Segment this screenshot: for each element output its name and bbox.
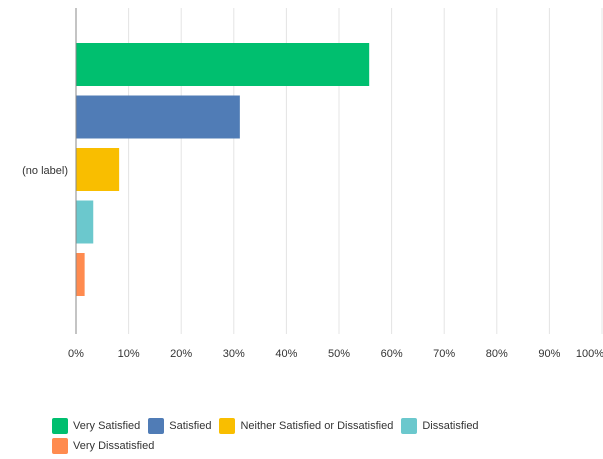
legend-item-neither: Neither Satisfied or Dissatisfied bbox=[219, 418, 393, 434]
x-tick-label: 60% bbox=[381, 348, 403, 360]
category-label: (no label) bbox=[22, 165, 68, 177]
legend-swatch-very-dissatisfied bbox=[52, 438, 68, 454]
legend-label-very-dissatisfied: Very Dissatisfied bbox=[73, 440, 155, 452]
bar-very-dissatisfied[interactable] bbox=[76, 253, 85, 296]
legend-swatch-dissatisfied bbox=[401, 418, 418, 434]
x-tick-label: 50% bbox=[328, 348, 350, 360]
x-tick-label: 80% bbox=[486, 348, 508, 360]
legend: Very Satisfied Satisfied Neither Satisfi… bbox=[52, 416, 603, 456]
legend-swatch-satisfied bbox=[148, 418, 165, 434]
x-tick-label: 70% bbox=[433, 348, 455, 360]
x-tick-label: 90% bbox=[538, 348, 560, 360]
bar-satisfied[interactable] bbox=[76, 95, 240, 139]
legend-label-very-satisfied: Very Satisfied bbox=[73, 420, 141, 432]
x-tick-label: 0% bbox=[68, 348, 84, 360]
x-tick-labels: 0% 10% 20% 30% 40% 50% 60% 70% 80% 90% 100% bbox=[68, 348, 603, 360]
legend-item-very-dissatisfied: Very Dissatisfied bbox=[52, 438, 154, 454]
x-tick-label: 30% bbox=[223, 348, 245, 360]
x-tick-label: 10% bbox=[118, 348, 140, 360]
x-tick-label: 20% bbox=[170, 348, 192, 360]
x-tick-label: 40% bbox=[275, 348, 297, 360]
legend-label-dissatisfied: Dissatisfied bbox=[422, 420, 479, 432]
legend-item-dissatisfied: Dissatisfied bbox=[401, 418, 479, 434]
legend-swatch-very-satisfied bbox=[52, 418, 68, 434]
bar-very-satisfied[interactable] bbox=[76, 43, 370, 86]
bar-neither-satisfied-or-dissatisfied[interactable] bbox=[76, 148, 120, 191]
legend-label-satisfied: Satisfied bbox=[169, 420, 212, 432]
x-tick-label: 100% bbox=[576, 348, 603, 360]
legend-item-satisfied: Satisfied bbox=[148, 418, 211, 434]
legend-row-1: Very Satisfied Satisfied Neither Satisfi… bbox=[52, 416, 603, 436]
legend-label-neither: Neither Satisfied or Dissatisfied bbox=[240, 420, 394, 432]
legend-item-very-satisfied: Very Satisfied bbox=[52, 418, 140, 434]
legend-swatch-neither bbox=[219, 418, 236, 434]
legend-row-2: Very Dissatisfied bbox=[52, 436, 603, 456]
bar-dissatisfied[interactable] bbox=[76, 200, 94, 244]
bars bbox=[76, 43, 370, 296]
